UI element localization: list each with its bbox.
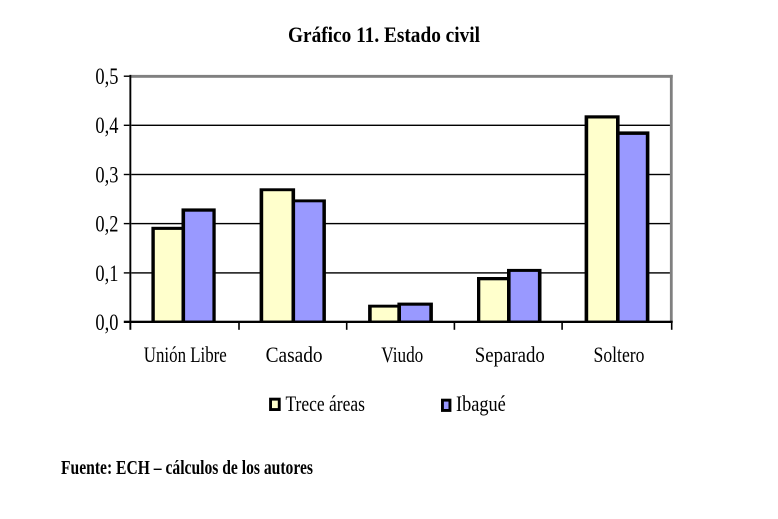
svg-text:Ibagué: Ibagué [456, 391, 506, 416]
svg-text:Gráfico 11. Estado civil: Gráfico 11. Estado civil [288, 22, 480, 47]
svg-text:0,3: 0,3 [95, 162, 118, 187]
svg-text:Soltero: Soltero [594, 342, 645, 367]
svg-text:Fuente: ECH – cálculos de los: Fuente: ECH – cálculos de los autores [61, 457, 313, 479]
svg-text:Trece áreas: Trece áreas [286, 391, 365, 416]
svg-text:Viudo: Viudo [381, 342, 423, 367]
svg-text:Unión Libre: Unión Libre [144, 342, 227, 367]
svg-text:Separado: Separado [475, 342, 545, 367]
svg-text:0,5: 0,5 [95, 64, 118, 89]
svg-text:0,1: 0,1 [95, 261, 118, 286]
svg-text:0,0: 0,0 [95, 310, 118, 335]
svg-text:0,2: 0,2 [95, 212, 118, 237]
svg-text:Casado: Casado [266, 342, 323, 367]
svg-text:0,4: 0,4 [95, 113, 118, 138]
